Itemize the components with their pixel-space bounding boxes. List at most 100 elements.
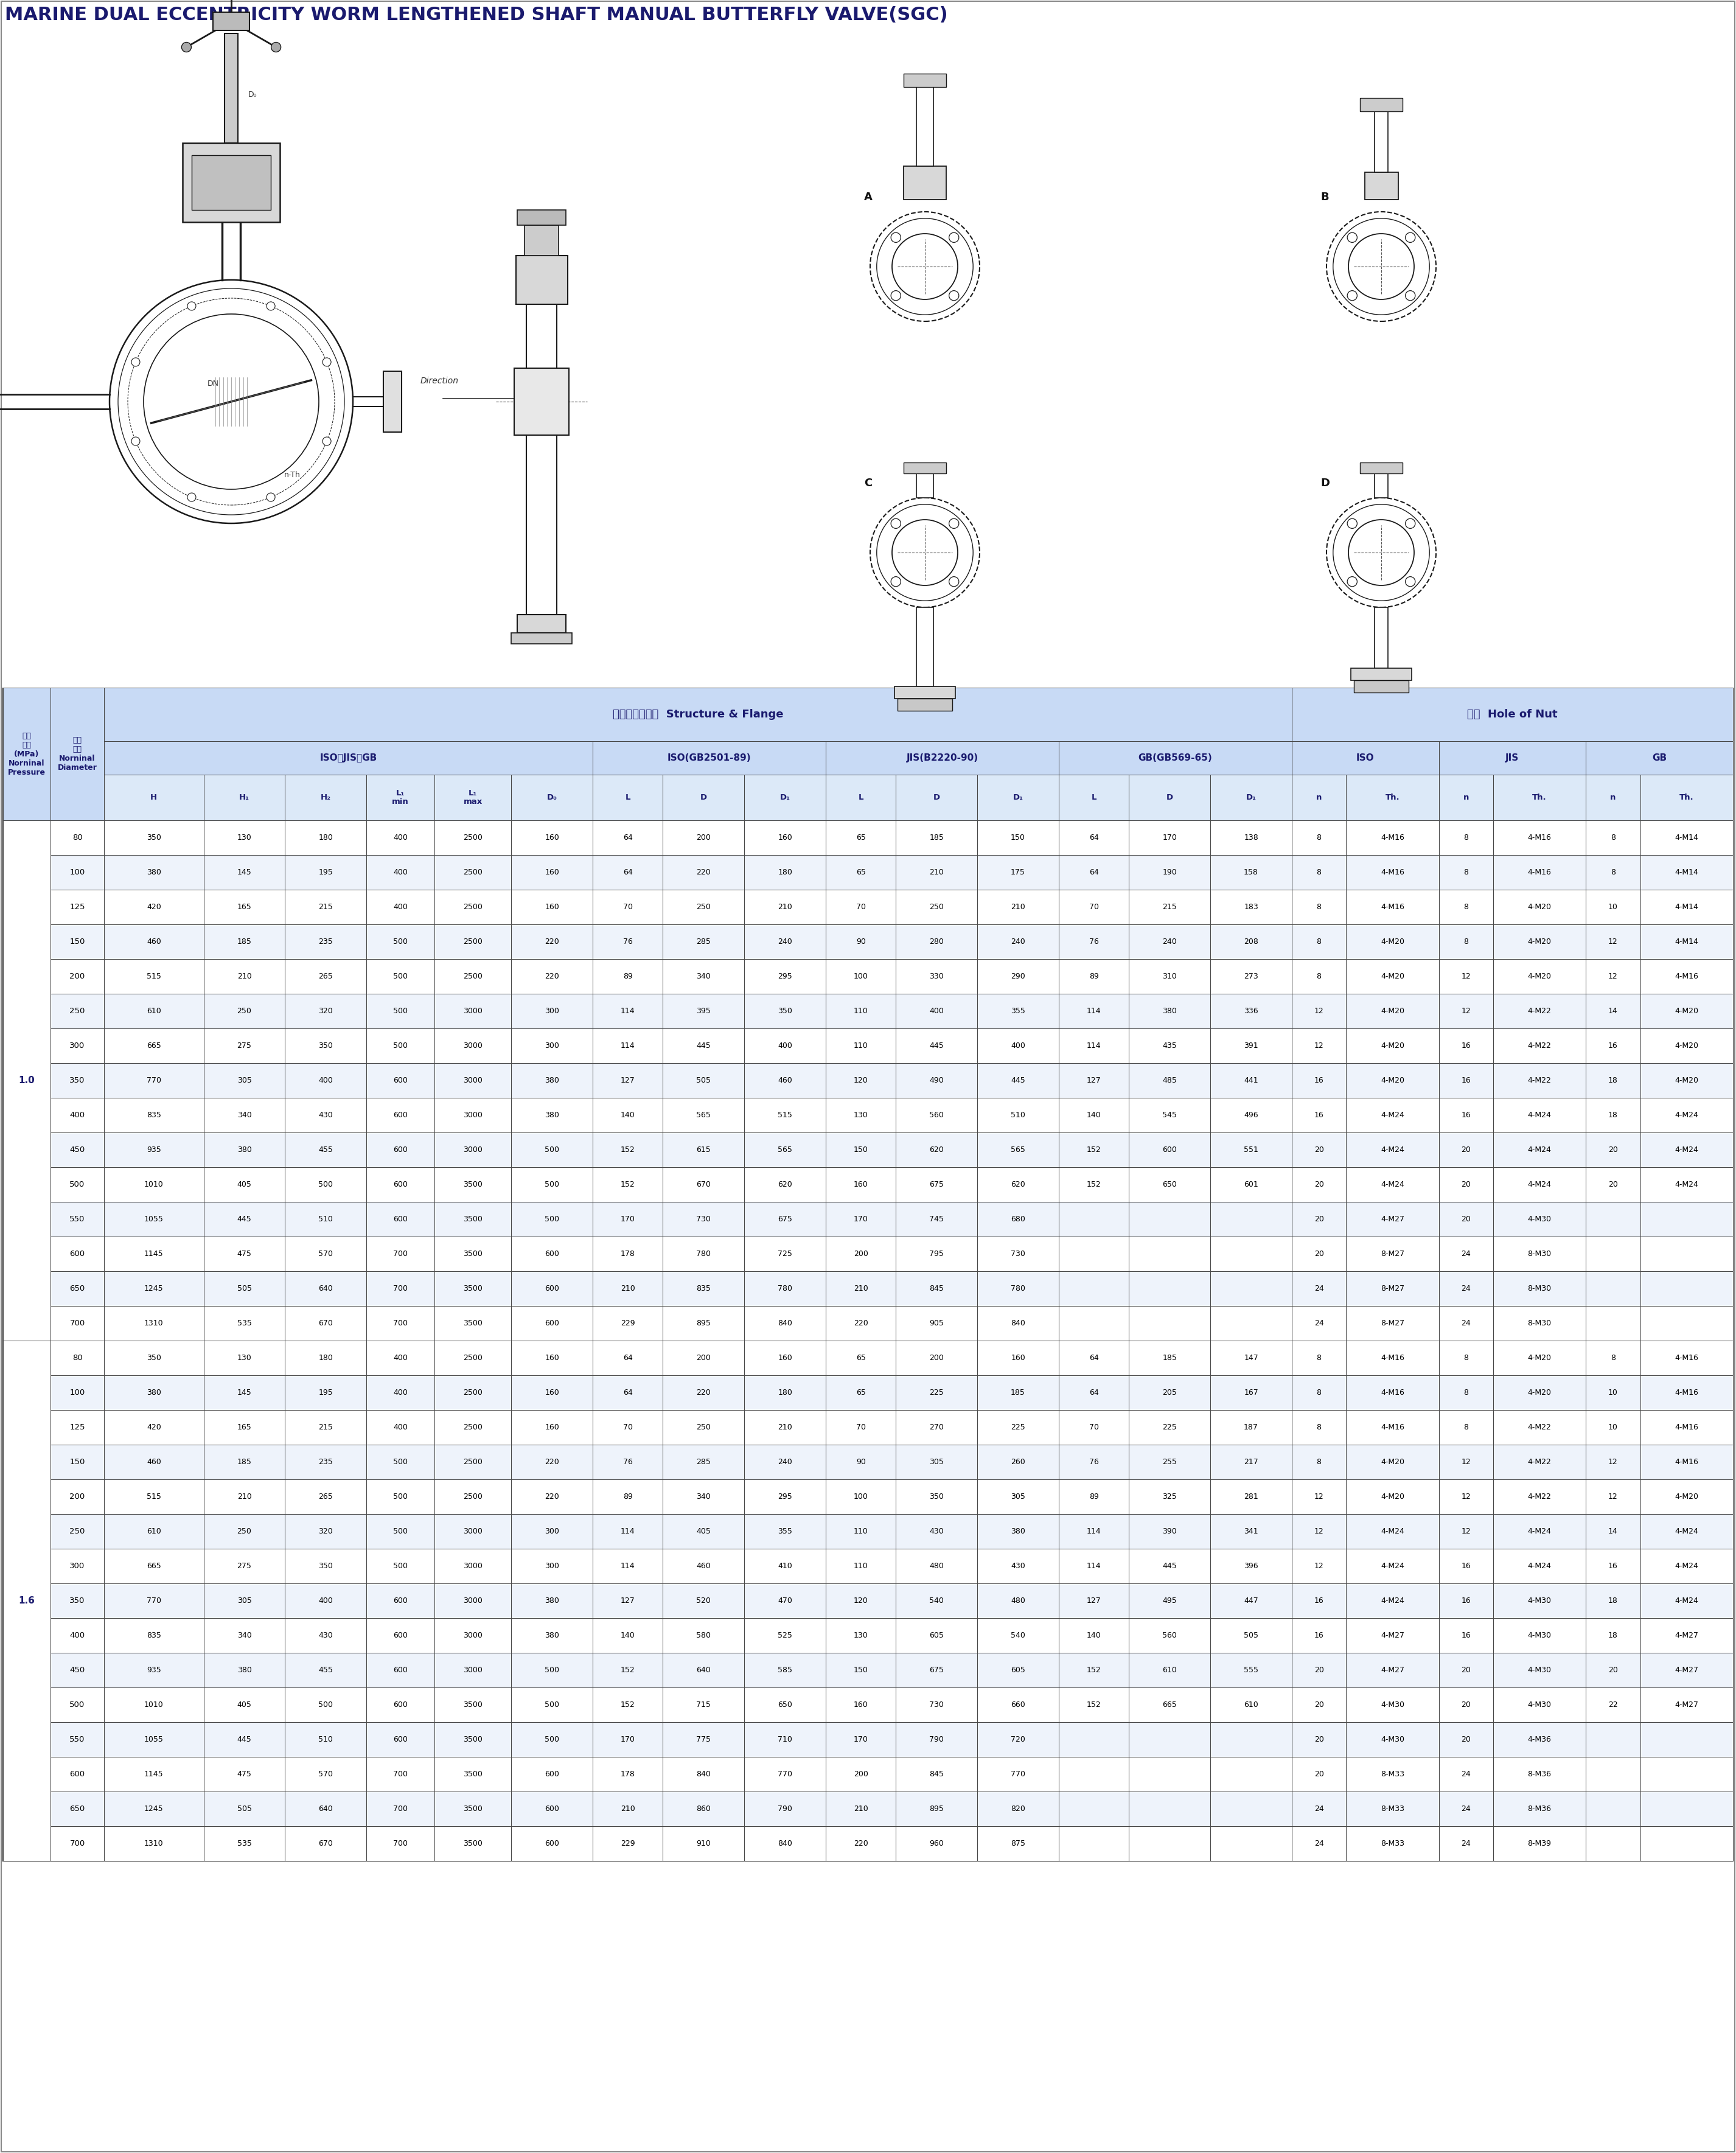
Bar	[1210, 1826, 1292, 1860]
Text: 250: 250	[69, 1526, 85, 1535]
Bar	[826, 741, 1059, 775]
Text: 215: 215	[1163, 902, 1177, 911]
Text: 960: 960	[929, 1839, 944, 1847]
Text: 165: 165	[238, 902, 252, 911]
Text: 8: 8	[1611, 868, 1616, 876]
Text: 500: 500	[318, 1180, 333, 1188]
Text: 350: 350	[929, 1492, 944, 1501]
Bar	[50, 1029, 104, 1064]
Bar	[104, 1376, 203, 1410]
Bar	[898, 698, 953, 710]
Text: 295: 295	[778, 973, 792, 980]
Bar	[1345, 1479, 1439, 1514]
Bar	[1059, 958, 1128, 995]
Bar	[592, 855, 663, 889]
Text: 295: 295	[778, 1492, 792, 1501]
Text: 460: 460	[778, 1076, 792, 1085]
Bar	[745, 1654, 826, 1688]
Text: 240: 240	[778, 1458, 792, 1466]
Text: 16: 16	[1608, 1563, 1618, 1570]
Bar	[1439, 1826, 1493, 1860]
Bar	[1587, 741, 1733, 775]
Text: 700: 700	[69, 1839, 85, 1847]
Text: 565: 565	[1010, 1145, 1026, 1154]
Bar	[826, 1791, 896, 1826]
Text: 420: 420	[146, 1423, 161, 1432]
Bar	[1345, 924, 1439, 958]
Bar	[896, 1722, 977, 1757]
Bar	[1641, 1582, 1733, 1619]
Text: 114: 114	[620, 1008, 635, 1014]
Bar	[203, 820, 285, 855]
Bar	[592, 1270, 663, 1307]
Text: 220: 220	[696, 1389, 710, 1397]
Bar	[1128, 1307, 1210, 1341]
Text: 400: 400	[392, 833, 408, 842]
Bar	[104, 687, 1292, 741]
Text: 845: 845	[929, 1770, 944, 1778]
Bar	[366, 1029, 434, 1064]
Text: 64: 64	[623, 868, 632, 876]
Text: 65: 65	[856, 1389, 866, 1397]
Bar	[366, 775, 434, 820]
Bar	[366, 1514, 434, 1548]
Text: 160: 160	[545, 902, 559, 911]
Bar	[977, 1757, 1059, 1791]
Bar	[434, 775, 512, 820]
Bar	[1439, 1514, 1493, 1548]
Text: 65: 65	[856, 833, 866, 842]
Text: 20: 20	[1462, 1180, 1470, 1188]
Text: 400: 400	[318, 1598, 333, 1604]
Text: 8: 8	[1316, 1354, 1321, 1363]
Bar	[977, 775, 1059, 820]
Bar	[1587, 1029, 1641, 1064]
Text: 650: 650	[69, 1804, 85, 1813]
Bar	[285, 820, 366, 855]
Bar	[1641, 1688, 1733, 1722]
Text: 229: 229	[620, 1320, 635, 1326]
Bar	[663, 1307, 745, 1341]
Text: 610: 610	[1163, 1666, 1177, 1675]
Text: 4-M24: 4-M24	[1380, 1111, 1404, 1120]
Text: 8: 8	[1316, 1389, 1321, 1397]
Bar	[1359, 463, 1403, 474]
Bar	[285, 1826, 366, 1860]
Text: 2500: 2500	[464, 939, 483, 945]
Text: 895: 895	[929, 1804, 944, 1813]
Text: 20: 20	[1314, 1214, 1325, 1223]
Text: 145: 145	[238, 1389, 252, 1397]
Text: 600: 600	[392, 1598, 408, 1604]
Bar	[592, 1029, 663, 1064]
Bar	[1345, 1201, 1439, 1236]
Text: 4-M16: 4-M16	[1528, 833, 1552, 842]
Bar	[977, 1654, 1059, 1688]
Bar	[1210, 1791, 1292, 1826]
Text: 700: 700	[392, 1320, 408, 1326]
Bar	[366, 1167, 434, 1201]
Bar	[1059, 1132, 1128, 1167]
Bar	[1587, 1098, 1641, 1132]
Bar	[512, 1029, 592, 1064]
Text: 775: 775	[696, 1735, 710, 1744]
Text: 24: 24	[1462, 1285, 1470, 1292]
Text: 600: 600	[545, 1251, 559, 1257]
Text: 565: 565	[696, 1111, 710, 1120]
Bar	[285, 1757, 366, 1791]
Bar	[663, 1582, 745, 1619]
Bar	[104, 1582, 203, 1619]
Bar	[434, 820, 512, 855]
Bar	[104, 1654, 203, 1688]
Bar	[977, 889, 1059, 924]
Bar	[1128, 1270, 1210, 1307]
Text: 441: 441	[1245, 1076, 1259, 1085]
Text: 265: 265	[318, 1492, 333, 1501]
Text: 600: 600	[69, 1770, 85, 1778]
Bar	[285, 1445, 366, 1479]
Bar	[366, 1619, 434, 1654]
Bar	[366, 1445, 434, 1479]
Bar	[512, 1479, 592, 1514]
Text: 500: 500	[392, 1042, 408, 1051]
Text: 4-M14: 4-M14	[1675, 939, 1698, 945]
Bar	[366, 924, 434, 958]
Bar	[977, 1791, 1059, 1826]
